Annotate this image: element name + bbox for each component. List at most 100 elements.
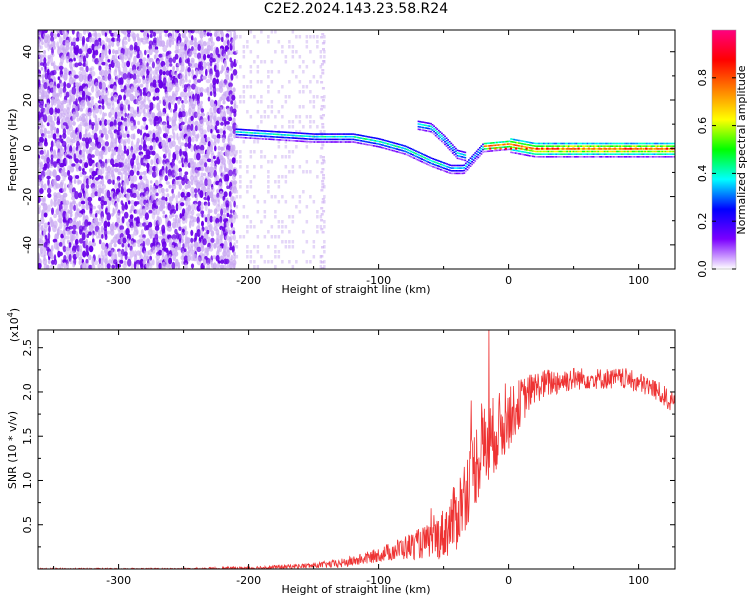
spectrogram-cell	[613, 156, 615, 158]
spectrogram-cell	[239, 100, 242, 104]
spectrogram-cell	[204, 226, 209, 232]
spectrogram-cell	[123, 145, 127, 152]
spectrogram-cell	[452, 172, 455, 175]
spectrogram-cell	[274, 245, 277, 249]
spectrogram-cell	[664, 156, 667, 158]
spectrogram-cell	[180, 255, 185, 261]
spectrogram-cell	[383, 147, 386, 150]
spectrogram-cell	[253, 260, 256, 264]
spectrogram-cell	[220, 122, 224, 126]
spectrogram-cell	[459, 155, 462, 158]
spectrogram-cell	[39, 150, 45, 155]
spectrogram-cell	[302, 90, 305, 94]
spectrogram-cell	[592, 142, 595, 145]
spectrogram-cell	[422, 156, 425, 159]
spectrogram-cell	[499, 149, 501, 151]
spectrogram-cell	[452, 167, 455, 169]
spectrogram-cell	[298, 35, 302, 39]
spectrogram-cell	[563, 145, 565, 147]
spectrogram-cell	[162, 44, 168, 53]
spectrogram-cell	[546, 145, 548, 147]
spectrogram-cell	[132, 192, 137, 198]
spectrogram-cell	[242, 140, 246, 144]
spectrogram-cell	[50, 140, 54, 148]
spectrogram-cell	[628, 156, 631, 158]
spectrogram-cell	[222, 250, 227, 257]
spectrogram-cell	[343, 133, 345, 135]
spectrogram-cell	[532, 150, 534, 152]
spectrogram-cell	[519, 145, 522, 147]
spectrogram-cell	[148, 48, 153, 56]
spectrogram-cell	[199, 204, 204, 211]
spectrogram-cell	[267, 35, 270, 39]
x-tick-label: 0	[505, 574, 512, 587]
spectrogram-cell	[174, 90, 179, 97]
spectrogram-cell	[308, 133, 311, 135]
spectrogram-cell	[298, 115, 302, 119]
spectrogram-cell	[78, 154, 83, 160]
spectrogram-cell	[53, 85, 57, 93]
spectrogram-cell	[459, 150, 462, 152]
spectrogram-cell	[418, 159, 420, 162]
spectrogram-cell	[399, 146, 402, 149]
spectrogram-cell	[222, 213, 227, 220]
spectrogram-cell	[535, 156, 537, 158]
spectrogram-cell	[82, 55, 87, 64]
spectrogram-cell	[324, 138, 327, 141]
spectrogram-cell	[508, 143, 511, 145]
spectrogram-cell	[199, 190, 204, 199]
spectrogram-cell	[281, 195, 284, 199]
colorbar-tick-label: 0.8	[696, 69, 709, 87]
spectrogram-cell	[319, 138, 322, 141]
spectrogram-cell	[199, 30, 204, 39]
spectrogram-cell	[181, 100, 184, 104]
spectrogram-cell	[308, 141, 311, 143]
spectrogram-cell	[302, 170, 305, 174]
spectrogram-cell	[514, 141, 517, 144]
spectrogram-cell	[103, 94, 108, 102]
spectrogram-cell	[449, 167, 452, 169]
spectrogram-cell	[176, 66, 179, 72]
spectrogram-cell	[181, 216, 186, 225]
spectrogram-cell	[641, 156, 643, 158]
spectrogram-cell	[40, 84, 44, 88]
spectrogram-cell	[577, 145, 579, 147]
spectrogram-cell	[667, 153, 670, 155]
spectrogram-cell	[620, 150, 623, 153]
spectrogram-cell	[114, 196, 118, 202]
spectrogram-cell	[97, 229, 101, 236]
spectrogram-cell	[284, 245, 288, 249]
spectrogram-cell	[249, 180, 253, 184]
spectrogram-cell	[200, 100, 203, 105]
spectrogram-cell	[142, 143, 148, 152]
spectrogram-cell	[321, 246, 324, 249]
spectrogram-cell	[390, 146, 392, 149]
spectrogram-cell	[167, 202, 172, 211]
spectrogram-cell	[178, 117, 184, 123]
spectrogram-cell	[155, 170, 159, 177]
spectrogram-cell	[82, 154, 86, 161]
x-tick-label: 0	[505, 274, 512, 287]
spectrogram-cell	[183, 174, 188, 180]
spectrogram-cell	[46, 175, 51, 180]
spectrogram-cell	[130, 233, 135, 239]
spectrogram-cell	[585, 148, 587, 150]
spectrogram-cell	[190, 30, 195, 34]
spectrogram-cell	[485, 150, 487, 153]
spectrogram-cell	[425, 160, 428, 163]
spectrogram-cell	[610, 153, 612, 155]
spectrogram-cell	[302, 250, 305, 254]
spectrogram-cell	[569, 145, 572, 147]
spectrogram-cell	[100, 69, 105, 78]
spectrogram-cell	[212, 54, 218, 60]
spectrogram-cell	[246, 129, 249, 131]
spectrogram-cell	[103, 196, 109, 203]
spectrogram-cell	[168, 116, 172, 123]
spectrogram-cell	[142, 191, 146, 197]
spectrogram-cell	[40, 155, 46, 160]
spectrogram-cell	[597, 142, 600, 145]
spectrogram-cell	[183, 255, 189, 262]
spectrogram-cell	[284, 95, 288, 99]
spectrogram-cell	[256, 110, 260, 114]
spectrogram-cell	[290, 134, 292, 137]
